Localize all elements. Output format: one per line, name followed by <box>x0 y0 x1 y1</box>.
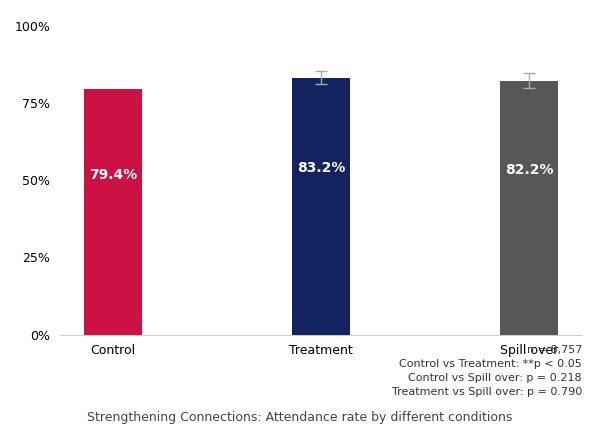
Text: 79.4%: 79.4% <box>89 168 137 182</box>
Bar <box>292 78 350 335</box>
Text: 82.2%: 82.2% <box>505 163 553 177</box>
Bar <box>500 81 558 335</box>
Bar <box>84 89 142 335</box>
Text: n = 8,757
Control vs Treatment: **p < 0.05
Control vs Spill over: p = 0.218
Trea: n = 8,757 Control vs Treatment: **p < 0.… <box>392 345 582 397</box>
Text: Strengthening Connections: Attendance rate by different conditions: Strengthening Connections: Attendance ra… <box>88 411 512 424</box>
Text: 83.2%: 83.2% <box>297 160 345 175</box>
